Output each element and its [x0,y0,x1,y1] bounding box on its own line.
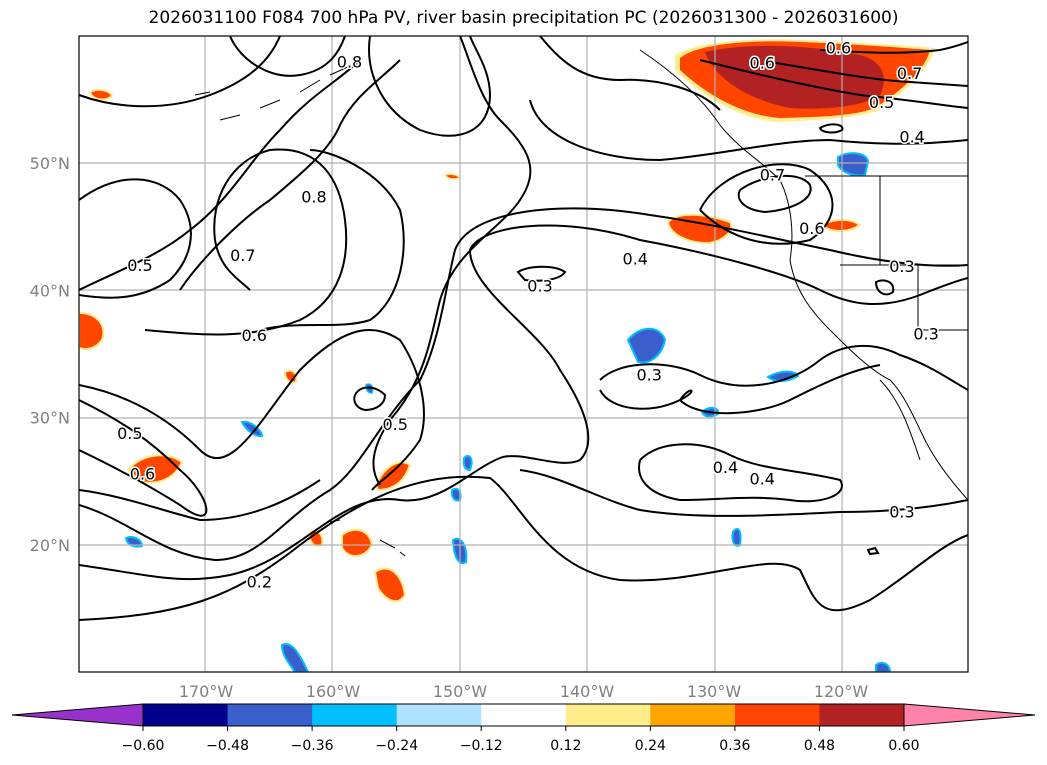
colorbar-tick-label: −0.60 [122,738,165,754]
contour-label: 0.3 [889,257,914,276]
contour-label: 0.6 [130,465,155,484]
map-area: 0.60.60.70.50.40.80.80.70.50.60.40.30.30… [79,36,968,672]
colorbar-segment [650,704,736,726]
contour-label: 0.6 [242,326,267,345]
x-tick-label: 160°W [306,682,361,701]
contour-label: 0.4 [713,458,738,477]
colorbar-segment [143,704,229,726]
y-tick-label: 20°N [30,536,70,555]
contour-label: 0.7 [897,64,922,83]
x-tick-label: 120°W [814,682,869,701]
contour-label: 0.7 [230,246,255,265]
coastlines [194,49,968,557]
contour-label: 0.3 [527,276,552,295]
colorbar-extend-high [903,703,1036,727]
contour-label: 0.5 [117,424,142,443]
contour-label: 0.6 [750,54,775,73]
y-tick-label: 40°N [30,281,70,300]
colorbar-segment [227,704,313,726]
contour-label: 0.5 [127,256,152,275]
contour-label: 0.8 [337,52,362,71]
y-tick-label: 30°N [30,409,70,428]
colorbar-tick-label: −0.12 [460,738,503,754]
contour-label: 0.5 [383,415,408,434]
contour-label: 0.6 [799,219,824,238]
x-tick-label: 150°W [433,682,488,701]
contour-label: 0.8 [301,187,326,206]
colorbar-tick-label: −0.36 [291,738,334,754]
y-tick-label: 50°N [30,154,70,173]
contour-label: 0.5 [869,93,894,112]
contour-label: 0.4 [623,250,648,269]
x-axis-ticks: 170°W 160°W 150°W 140°W 130°W 120°W [179,682,869,701]
colorbar-segment [312,704,398,726]
contour-label: 0.4 [750,470,775,489]
contour-label: 0.2 [247,573,272,592]
colorbar-segment [734,704,820,726]
colorbar-segment [565,704,651,726]
colorbar-frame [142,703,905,727]
colorbar-extend-low [11,703,144,727]
colorbar-tick-label: 0.48 [804,738,835,754]
x-tick-label: 140°W [560,682,615,701]
colorbar-tick-label: 0.36 [719,738,750,754]
plot-title: 2026031100 F084 700 hPa PV, river basin … [148,8,899,28]
colorbar-segment [481,704,567,726]
pv-contours [79,36,968,621]
colorbar: −0.60 −0.48 −0.36 −0.24 −0.12 0.12 0.24 0.36 0.4… [11,703,1036,754]
contour-label: 0.4 [899,127,924,146]
contour-label: 0.3 [637,365,662,384]
y-axis-ticks: 50°N 40°N 30°N 20°N [30,154,70,555]
colorbar-tick-label: 0.24 [635,738,666,754]
colorbar-tick-label: −0.48 [206,738,249,754]
colorbar-tick-label: 0.60 [888,738,919,754]
contour-label: 0.3 [913,325,938,344]
colorbar-segment [819,704,905,726]
x-tick-label: 170°W [179,682,234,701]
colorbar-tick-label: −0.24 [375,738,418,754]
gridlines [79,36,968,672]
colorbar-segment [396,704,482,726]
colorbar-tick-label: 0.12 [550,738,581,754]
map-frame [78,35,969,673]
x-tick-label: 130°W [687,682,742,701]
contour-label: 0.6 [826,38,851,57]
contour-labels: 0.60.60.70.50.40.80.80.70.50.60.40.30.30… [116,37,941,593]
contour-label: 0.3 [889,503,914,522]
contour-label: 0.7 [760,166,785,185]
